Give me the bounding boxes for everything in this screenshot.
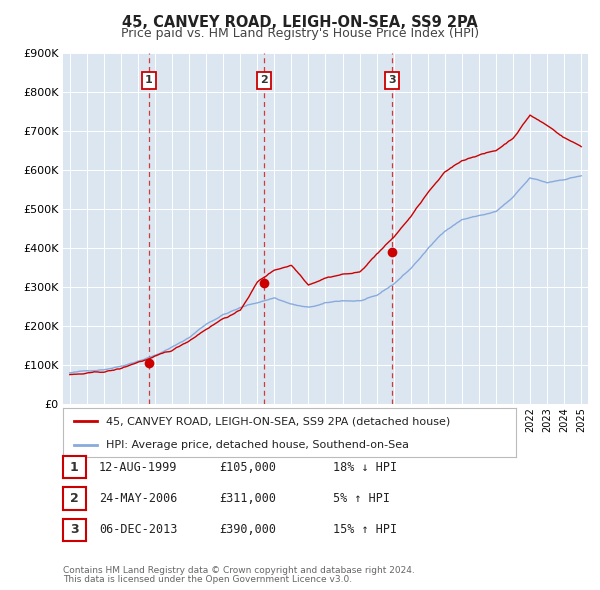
Text: 06-DEC-2013: 06-DEC-2013 — [99, 523, 178, 536]
Text: £105,000: £105,000 — [219, 461, 276, 474]
Text: £311,000: £311,000 — [219, 492, 276, 505]
Text: 3: 3 — [70, 523, 79, 536]
Text: 2: 2 — [70, 492, 79, 505]
Text: Price paid vs. HM Land Registry's House Price Index (HPI): Price paid vs. HM Land Registry's House … — [121, 27, 479, 40]
Text: Contains HM Land Registry data © Crown copyright and database right 2024.: Contains HM Land Registry data © Crown c… — [63, 566, 415, 575]
Text: £390,000: £390,000 — [219, 523, 276, 536]
Text: 12-AUG-1999: 12-AUG-1999 — [99, 461, 178, 474]
Text: 18% ↓ HPI: 18% ↓ HPI — [333, 461, 397, 474]
Text: 5% ↑ HPI: 5% ↑ HPI — [333, 492, 390, 505]
Text: 15% ↑ HPI: 15% ↑ HPI — [333, 523, 397, 536]
Text: 2: 2 — [260, 76, 268, 86]
Text: 45, CANVEY ROAD, LEIGH-ON-SEA, SS9 2PA (detached house): 45, CANVEY ROAD, LEIGH-ON-SEA, SS9 2PA (… — [106, 417, 450, 427]
Text: 24-MAY-2006: 24-MAY-2006 — [99, 492, 178, 505]
Text: 45, CANVEY ROAD, LEIGH-ON-SEA, SS9 2PA: 45, CANVEY ROAD, LEIGH-ON-SEA, SS9 2PA — [122, 15, 478, 30]
Text: HPI: Average price, detached house, Southend-on-Sea: HPI: Average price, detached house, Sout… — [106, 440, 409, 450]
Text: 1: 1 — [145, 76, 152, 86]
Text: 1: 1 — [70, 461, 79, 474]
Text: This data is licensed under the Open Government Licence v3.0.: This data is licensed under the Open Gov… — [63, 575, 352, 584]
Text: 3: 3 — [389, 76, 396, 86]
